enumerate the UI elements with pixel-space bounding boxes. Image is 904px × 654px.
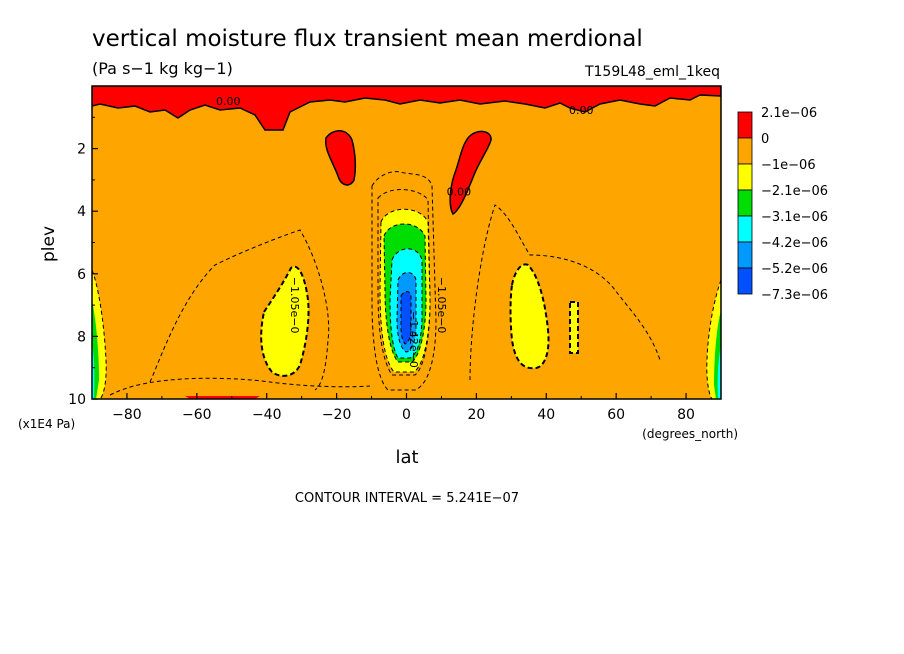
contour-interval: CONTOUR INTERVAL = 5.241E−07 [295, 491, 519, 506]
legend-swatch [737, 111, 753, 139]
x-tick-label: −20 [322, 407, 352, 423]
outer-contours [109, 171, 661, 396]
southern-negative-lobe [260, 265, 310, 377]
legend: 2.1e−06 0 −1e−06 −2.1e−06 −3.1e−06 −4.2e−06 −5… [737, 106, 828, 303]
y-tick-label: 8 [77, 329, 86, 345]
x-axis-label: lat [395, 447, 418, 468]
y-tick-label: 10 [68, 392, 86, 408]
x-axis-units: (degrees_north) [642, 427, 738, 441]
x-tick-label: 40 [537, 407, 555, 423]
y-tick-label: 6 [77, 267, 86, 283]
x-tick-label: 80 [677, 407, 695, 423]
legend-label: 0 [761, 132, 769, 147]
legend-label: −3.1e−06 [761, 210, 828, 225]
contour-label: 0.00 [569, 104, 594, 117]
upper-positive-band [92, 86, 721, 131]
contour-labels: 0.00 0.00 0.00 −1.05e−0 −1.05e−0 −1.42e−0 [216, 95, 593, 368]
legend-swatch [737, 267, 753, 295]
y-axis-label: plev [39, 226, 59, 262]
northern-negative-lobe [509, 263, 550, 370]
legend-swatch [737, 189, 753, 217]
x-tick-label: −80 [112, 407, 142, 423]
y-axis-units: (x1E4 Pa) [18, 417, 75, 431]
y-tick-label: 2 [77, 142, 86, 158]
positive-blob-south [324, 130, 357, 186]
x-tick-label: −60 [182, 407, 212, 423]
legend-swatch [737, 163, 753, 191]
legend-label: −2.1e−06 [761, 184, 828, 199]
positive-blob-north [449, 130, 492, 216]
legend-label: −7.3e−06 [761, 288, 828, 303]
contour-label: 0.00 [447, 186, 472, 199]
legend-swatch [737, 137, 753, 165]
legend-label: 2.1e−06 [761, 106, 817, 121]
contour-label: 0.00 [216, 95, 241, 108]
x-tick-label: 60 [607, 407, 625, 423]
contour-label: −1.42e−0 [407, 311, 420, 368]
legend-swatch [737, 215, 753, 243]
y-axis: 2 4 6 8 10 [68, 116, 98, 408]
plot-area: 0.00 0.00 0.00 −1.05e−0 −1.05e−0 −1.42e−0 [92, 86, 721, 399]
contour-label: −1.05e−0 [288, 277, 301, 334]
x-tick-label: 20 [467, 407, 485, 423]
experiment-label: T159L48_eml_1keq [584, 64, 720, 80]
x-axis: −80 −60 −40 −20 0 20 40 60 80 [91, 393, 722, 423]
legend-label: −4.2e−06 [761, 236, 828, 251]
y-tick-label: 4 [77, 204, 86, 220]
legend-swatch [737, 241, 753, 269]
equatorial-darkblue [400, 291, 412, 345]
x-tick-label: 0 [402, 407, 411, 423]
legend-label: −1e−06 [761, 158, 816, 173]
contour-label: −1.05e−0 [435, 277, 448, 334]
chart-title: vertical moisture flux transient mean me… [92, 26, 643, 52]
chart-units: (Pa s−1 kg kg−1) [92, 59, 233, 78]
small-negative-north [569, 301, 579, 354]
legend-label: −5.2e−06 [761, 262, 828, 277]
x-tick-label: −40 [252, 407, 282, 423]
north-pole-cyan [717, 345, 721, 399]
